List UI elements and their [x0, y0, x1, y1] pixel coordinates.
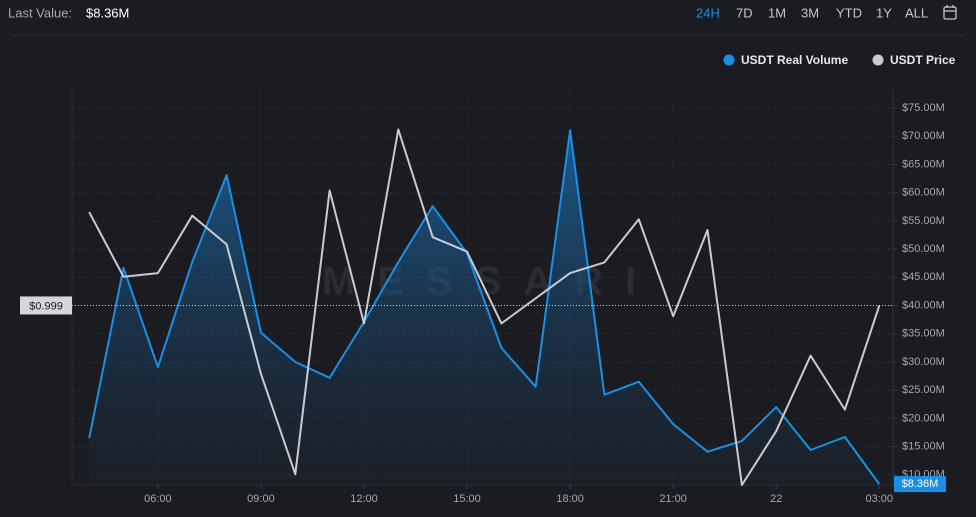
- legend-label[interactable]: USDT Real Volume: [741, 53, 848, 67]
- y-tick-label: $45.00M: [902, 271, 945, 283]
- y-tick-label: $50.00M: [902, 243, 945, 255]
- y-tick-label: $25.00M: [902, 384, 945, 396]
- range-button[interactable]: 7D: [736, 5, 753, 20]
- legend-swatch: [723, 54, 735, 66]
- x-tick-label: 22: [770, 493, 782, 505]
- x-tick-label: 18:00: [556, 493, 584, 505]
- y-tick-label: $55.00M: [902, 215, 945, 227]
- range-button[interactable]: 1M: [768, 5, 786, 20]
- y-tick-label: $30.00M: [902, 356, 945, 368]
- y-tick-label: $20.00M: [902, 412, 945, 424]
- series-area: [89, 130, 880, 485]
- last-value-tag-label: $8.36M: [902, 478, 939, 490]
- series-line: [88, 129, 881, 485]
- calendar-icon[interactable]: [943, 5, 957, 20]
- x-tick-label: 21:00: [659, 493, 687, 505]
- x-tick-label: 03:00: [865, 493, 893, 505]
- y2-tick-label: $0.999: [29, 300, 63, 312]
- y2-tick-tag: [20, 296, 72, 315]
- y-tick-label: $15.00M: [902, 441, 945, 453]
- x-tick-label: 15:00: [453, 493, 481, 505]
- legend-swatch: [872, 54, 884, 66]
- legend-label[interactable]: USDT Price: [890, 53, 956, 67]
- x-tick-label: 09:00: [247, 493, 275, 505]
- last-value-label: Last Value:: [8, 5, 72, 20]
- range-button[interactable]: YTD: [836, 5, 862, 20]
- range-button[interactable]: 24H: [696, 5, 720, 20]
- x-tick-label: 06:00: [144, 493, 172, 505]
- x-tick-label: 12:00: [350, 493, 378, 505]
- y-tick-label: $35.00M: [902, 328, 945, 340]
- last-value-tag: [894, 476, 946, 493]
- range-button[interactable]: ALL: [905, 5, 928, 20]
- range-button[interactable]: 3M: [801, 5, 819, 20]
- y-tick-label: $60.00M: [902, 187, 945, 199]
- y-tick-label: $40.00M: [902, 299, 945, 311]
- y-tick-label: $65.00M: [902, 158, 945, 170]
- y-tick-label: $70.00M: [902, 130, 945, 142]
- y-tick-label: $75.00M: [902, 102, 945, 114]
- last-value: $8.36M: [86, 5, 129, 20]
- range-button[interactable]: 1Y: [876, 5, 892, 20]
- series-line: [88, 128, 881, 486]
